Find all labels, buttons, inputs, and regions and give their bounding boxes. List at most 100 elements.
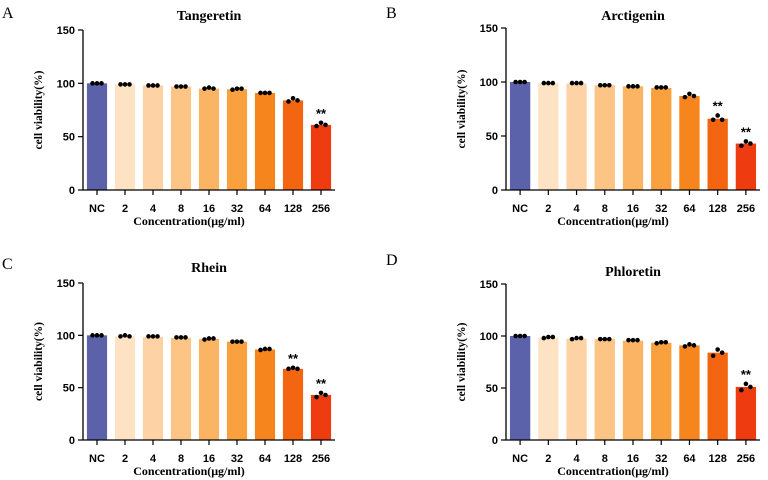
bar-32: [226, 89, 248, 190]
data-point: [323, 392, 328, 398]
data-point: [663, 339, 669, 345]
x-tick-label: 32: [655, 453, 667, 465]
y-tick-label: 0: [69, 185, 75, 197]
data-point: [687, 342, 692, 347]
data-point: [663, 85, 669, 90]
data-point: [719, 117, 725, 123]
x-tick-label: 256: [737, 453, 755, 465]
data-point: [597, 82, 603, 88]
x-tick-label: 64: [259, 453, 272, 465]
bar-128: [707, 352, 728, 440]
data-point: [658, 85, 664, 90]
bar-256: [310, 124, 332, 190]
data-point: [522, 79, 527, 85]
data-point: [94, 333, 100, 338]
bar-NC: [86, 83, 108, 190]
x-tick-label: 2: [122, 203, 128, 215]
x-tick-label: 64: [259, 203, 272, 215]
data-point: [578, 80, 584, 86]
significance-marker: **: [741, 367, 752, 382]
bar-256: [735, 143, 757, 190]
data-point: [118, 334, 123, 339]
bar-256: [310, 394, 332, 440]
y-tick-label: 150: [57, 278, 75, 290]
significance-marker: **: [288, 351, 299, 366]
data-point: [314, 394, 319, 400]
x-tick-label: 2: [122, 453, 128, 465]
data-point: [719, 350, 725, 355]
data-point: [262, 346, 268, 352]
data-point: [211, 86, 216, 91]
data-point: [206, 336, 212, 341]
data-point: [234, 339, 240, 344]
data-point: [546, 334, 551, 340]
x-tick-label: NC: [512, 203, 528, 215]
data-point: [574, 335, 579, 341]
x-tick-label: 4: [150, 203, 157, 215]
y-tick-label: 150: [57, 25, 75, 37]
bar-8: [170, 337, 192, 440]
data-point: [314, 123, 319, 129]
y-axis-label: cell viability(%): [456, 322, 468, 401]
data-point: [710, 117, 716, 123]
data-point: [323, 122, 328, 128]
bar-8: [170, 86, 192, 190]
data-point: [239, 86, 244, 91]
data-point: [574, 80, 579, 86]
data-point: [606, 82, 612, 88]
x-tick-label: 32: [655, 203, 667, 215]
y-tick-label: 50: [486, 131, 498, 143]
data-point: [606, 336, 612, 342]
data-point: [127, 82, 132, 87]
bar-64: [254, 92, 276, 190]
data-point: [630, 84, 636, 89]
chart-title: Tangeretin: [177, 9, 242, 24]
data-point: [743, 139, 749, 144]
data-point: [691, 93, 697, 99]
x-tick-label: 8: [602, 453, 608, 465]
data-point: [262, 90, 268, 96]
data-point: [682, 344, 688, 349]
bar-2: [538, 337, 559, 440]
bar-128: [282, 100, 304, 190]
data-point: [635, 84, 640, 89]
bar-16: [198, 338, 220, 440]
y-tick-label: 100: [480, 331, 498, 343]
data-point: [99, 333, 104, 338]
data-point: [691, 343, 697, 348]
x-tick-label: 4: [573, 453, 580, 465]
data-point: [118, 82, 123, 87]
data-point: [635, 337, 640, 343]
data-point: [178, 335, 184, 340]
data-point: [546, 80, 551, 86]
y-tick-label: 150: [480, 23, 498, 35]
x-axis-label: Concentration(μg/ml): [133, 214, 244, 228]
x-tick-label: 16: [203, 453, 215, 465]
data-point: [267, 90, 272, 96]
data-point: [258, 90, 263, 96]
data-point: [146, 334, 151, 339]
y-tick-label: 50: [63, 383, 75, 395]
data-point: [150, 334, 156, 339]
x-tick-label: 128: [708, 453, 726, 465]
bar-4: [566, 83, 587, 190]
y-tick-label: 50: [63, 132, 75, 144]
panel-letter: B: [386, 5, 397, 22]
x-tick-label: 64: [683, 203, 696, 215]
y-axis-label: cell viability(%): [456, 69, 468, 148]
bar-128: [707, 118, 728, 190]
bar-8: [594, 339, 615, 440]
data-point: [155, 334, 160, 339]
x-tick-label: 128: [284, 203, 302, 215]
y-tick-label: 0: [492, 435, 498, 447]
y-axis-label: cell viability(%): [33, 322, 45, 401]
x-tick-label: 128: [708, 203, 726, 215]
y-axis-label: cell viability(%): [33, 70, 45, 149]
data-point: [234, 86, 240, 91]
data-point: [99, 81, 104, 86]
x-tick-label: 256: [737, 203, 755, 215]
data-point: [569, 80, 575, 86]
data-point: [122, 333, 128, 338]
data-point: [206, 85, 212, 90]
chart-title: Rhein: [191, 261, 227, 276]
